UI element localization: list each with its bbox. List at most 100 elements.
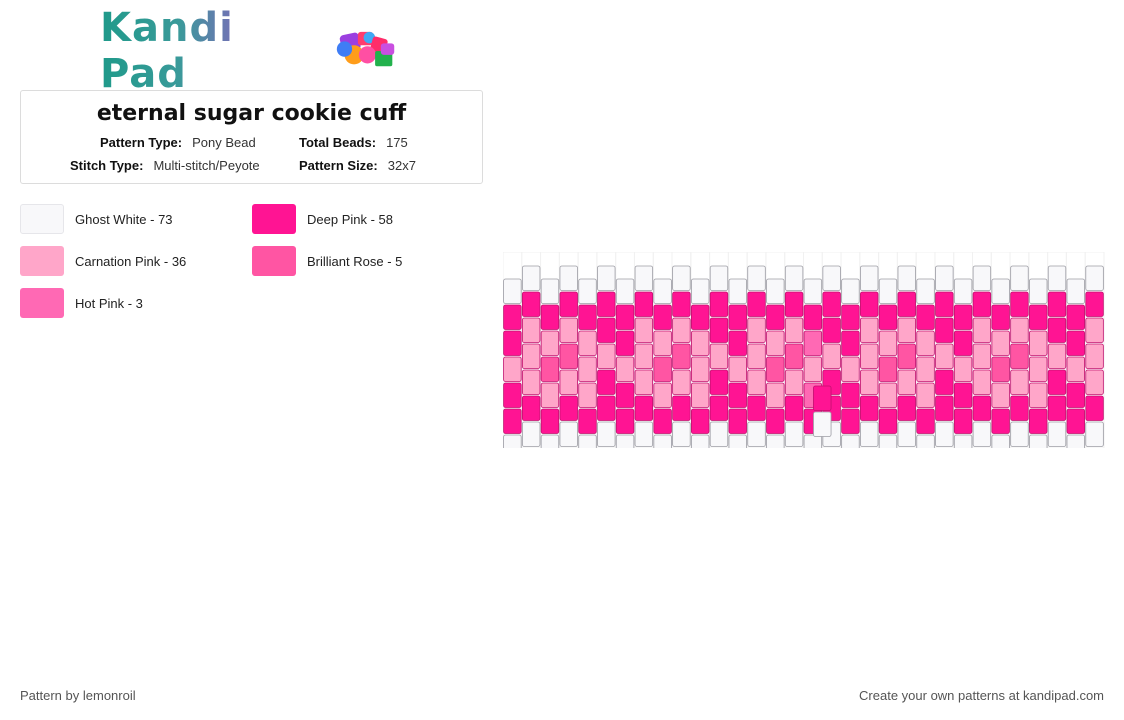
bead [709,369,729,395]
bead [916,434,935,448]
bead [991,382,1010,408]
bead [1085,343,1104,369]
bead [747,369,766,395]
bead [691,434,710,448]
bead [634,369,654,395]
bead [991,356,1010,382]
bead [841,382,860,408]
bead [540,330,560,356]
bead [991,304,1010,330]
legend-item-ghost-white: Ghost White - 73 [20,202,173,236]
bead [935,343,954,369]
bead [559,343,578,369]
bead [634,291,654,317]
bead [784,291,804,317]
bead [1029,408,1048,434]
bead [784,317,804,343]
bead [1010,395,1029,421]
bead [841,408,860,434]
bead [766,382,785,408]
bead [953,408,973,434]
bead [1085,395,1104,421]
bead [916,278,935,304]
bead [878,434,898,448]
bead [672,421,691,447]
bead [1047,369,1067,395]
bead [860,395,879,421]
bead [540,304,560,330]
bead [860,291,879,317]
bead [578,304,597,330]
bead [1066,330,1085,356]
bead [709,291,729,317]
bead [1047,317,1067,343]
legend-label: Ghost White - 73 [75,211,173,227]
bead [709,343,729,369]
bead [578,278,597,304]
bead [653,278,672,304]
bead [878,304,898,330]
pattern-info-card: eternal sugar cookie cuff Pattern Type: P… [20,90,483,184]
bead [766,304,785,330]
bead [860,421,879,447]
bead [578,382,597,408]
bead [1066,278,1085,304]
bead [521,369,541,395]
bead [972,421,992,447]
pattern-title: eternal sugar cookie cuff [96,101,407,126]
legend-label: Carnation Pink - 36 [75,253,187,269]
bead [634,421,654,447]
bead [841,434,860,448]
bead [540,356,560,382]
brand-name: Kandi Pad [100,5,325,97]
bead [935,395,954,421]
color-swatch [20,246,64,276]
bead [1085,369,1104,395]
grid-column [1084,252,1105,448]
bead [653,408,672,434]
bead [860,343,879,369]
bead [878,278,898,304]
legend-item-brilliant-rose: Brilliant Rose - 5 [252,244,402,278]
bead [803,304,823,330]
bead [559,265,578,291]
bead [1047,421,1067,447]
stitch-type-value: Multi-stitch/Peyote [153,158,260,173]
bead [690,278,710,304]
bead [878,330,898,356]
bead [559,395,578,421]
bead [1047,291,1067,317]
bead [1085,291,1104,317]
bead [728,304,747,330]
bead [578,330,597,356]
bead [728,382,747,408]
bead [878,408,898,434]
bead [672,291,691,317]
bead [521,421,541,447]
bead [860,369,879,395]
bead [597,265,616,291]
bead [521,343,541,369]
bead [747,265,766,291]
bead [916,356,935,382]
bead [597,395,616,421]
bead [766,434,785,448]
beads-logo-icon [337,31,395,67]
bead [1085,317,1104,343]
legend-item-hot-pink: Hot Pink - 3 [20,286,143,320]
bead [653,434,672,448]
pattern-size-label: Pattern Size: [299,158,378,173]
kandipad-link[interactable]: Create your own patterns at kandipad.com [859,688,1104,703]
bead [991,330,1010,356]
bead [615,278,635,304]
bead [841,304,860,330]
bead [916,304,935,330]
bead [597,291,616,317]
bead [803,356,823,382]
bead [634,343,654,369]
bead [972,265,992,291]
bead [1029,330,1048,356]
bead [972,369,992,395]
bead [1047,265,1067,291]
bead [991,434,1010,448]
